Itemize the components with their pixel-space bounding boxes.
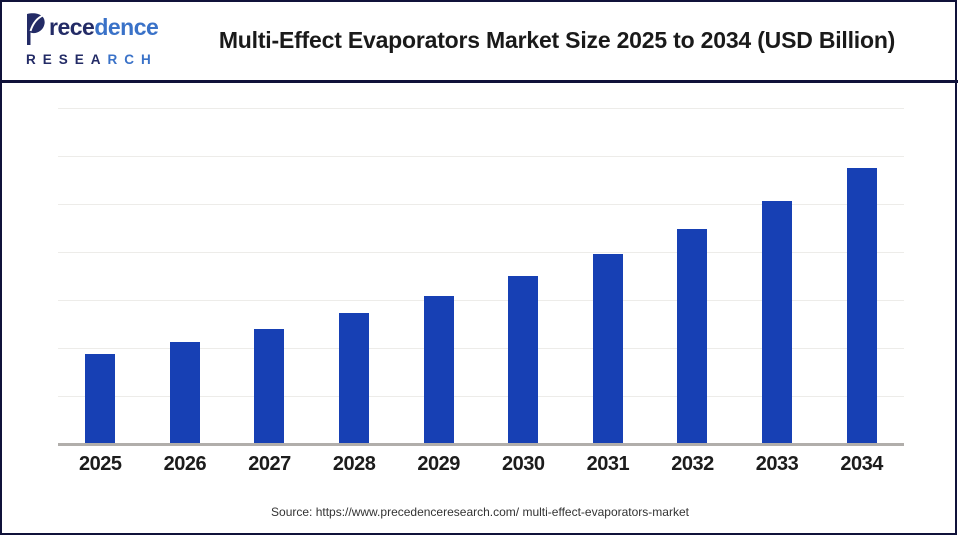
x-tick-2030: 2030 xyxy=(502,453,545,475)
x-tick-2028: 2028 xyxy=(332,453,376,475)
brand-logo: recedence RESEARCH xyxy=(24,13,169,67)
bar-2030 xyxy=(508,276,539,444)
x-tick-2033: 2033 xyxy=(755,453,799,475)
gridline xyxy=(58,251,904,254)
bar-2033 xyxy=(762,200,793,444)
x-axis-line xyxy=(58,443,904,446)
bar-slot-2029 xyxy=(396,108,481,444)
logo-wordmark-blue: dence xyxy=(94,14,159,40)
gridline xyxy=(58,395,904,398)
bar-slot-2028 xyxy=(312,108,397,444)
bar-slot-2031 xyxy=(566,108,651,444)
header: recedence RESEARCH Multi-Effect Evaporat… xyxy=(0,0,958,80)
x-tick-2027: 2027 xyxy=(248,453,291,475)
bar-slot-2030 xyxy=(481,108,566,444)
logo-research-dark: RESEA xyxy=(26,52,108,67)
logo-research-blue: RCH xyxy=(107,52,158,67)
bar-2034 xyxy=(846,168,877,444)
x-tick-2029: 2029 xyxy=(417,453,460,475)
bar-2028 xyxy=(339,313,370,444)
gridline xyxy=(58,299,904,301)
x-tick-2031: 2031 xyxy=(586,453,630,475)
source-text: Source: https://www.precedenceresearch.c… xyxy=(271,505,689,519)
page-title: Multi-Effect Evaporators Market Size 202… xyxy=(218,26,896,53)
bar-2026 xyxy=(169,342,200,444)
logo-wordmark-dark: rece xyxy=(49,14,95,40)
leaf-p-icon xyxy=(24,13,47,50)
x-tick-2032: 2032 xyxy=(671,453,714,475)
logo-wordmark: recedence xyxy=(24,13,169,50)
bar-2027 xyxy=(254,328,285,444)
bar-2031 xyxy=(592,254,623,444)
gridline xyxy=(58,107,904,109)
bar-slot-2033 xyxy=(735,108,820,444)
logo-wordmark-text: recedence xyxy=(49,14,159,40)
gridline xyxy=(58,155,904,157)
gridline xyxy=(58,203,904,205)
bars xyxy=(58,108,904,444)
gridline xyxy=(58,347,904,350)
bar-slot-2025 xyxy=(58,108,143,444)
bar-slot-2032 xyxy=(650,108,735,444)
bar-slot-2034 xyxy=(819,108,904,444)
bar-2025 xyxy=(85,354,116,444)
x-axis-labels: 2025 2026 2027 2028 2029 2030 2031 2032 2033 2034 xyxy=(58,453,904,476)
x-tick-2034: 2034 xyxy=(840,453,883,475)
title-container: Multi-Effect Evaporators Market Size 202… xyxy=(160,0,954,80)
bar-2032 xyxy=(677,229,708,444)
x-tick-2025: 2025 xyxy=(79,453,122,475)
bar-slot-2026 xyxy=(143,108,228,444)
x-tick-2026: 2026 xyxy=(163,453,207,475)
chart-plot-area xyxy=(58,107,904,446)
logo-research-text: RESEARCH xyxy=(26,53,169,67)
header-divider xyxy=(0,80,958,83)
bar-2029 xyxy=(423,296,454,444)
bar-slot-2027 xyxy=(227,108,312,444)
